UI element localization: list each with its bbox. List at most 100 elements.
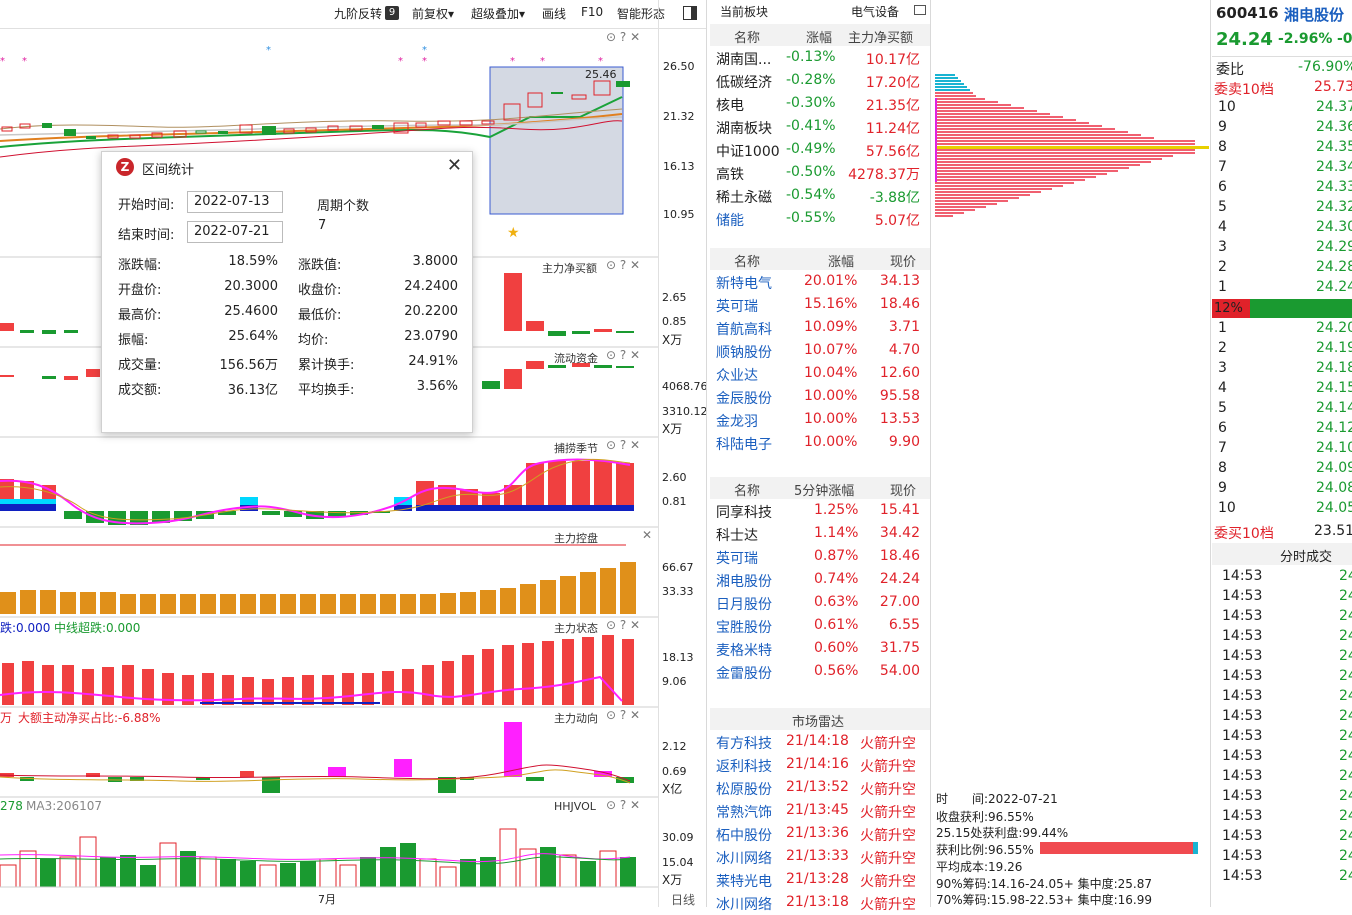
bid-row[interactable]: 8 24.09 — [1212, 459, 1352, 479]
stock-list-row[interactable]: 新特电气 20.01% 34.13 — [710, 271, 930, 294]
volume-bar — [319, 858, 337, 888]
panel-controls[interactable]: ⊙ ? ✕ — [606, 348, 641, 362]
toolbar-fq-dropdown[interactable]: 前复权▾ — [412, 7, 455, 21]
stock-chg-cell: 10.00% — [804, 388, 858, 404]
stock-list-row[interactable]: 金辰股份 10.00% 95.58 — [710, 386, 930, 409]
axis-tick: 9.06 — [662, 675, 687, 688]
bid-row[interactable]: 9 24.08 — [1212, 479, 1352, 499]
ask-row[interactable]: 6 24.33 — [1212, 178, 1352, 198]
sector-row[interactable]: 低碳经济 -0.28% 17.20亿 — [710, 70, 930, 93]
ask-row[interactable]: 5 24.32 — [1212, 198, 1352, 218]
end-time-field[interactable]: 2022-07-21 — [187, 221, 283, 243]
stock-list-row[interactable]: 湘电股份 0.74% 24.24 — [710, 569, 930, 592]
radar-row[interactable]: 柘中股份 21/13:36 火箭升空 — [710, 823, 930, 846]
start-time-field[interactable]: 2022-07-13 — [187, 191, 283, 213]
volume-bar — [79, 836, 97, 888]
toolbar-draw-line[interactable]: 画线 — [542, 7, 567, 21]
bid-row[interactable]: 6 24.12 — [1212, 419, 1352, 439]
toolbar-smart-pattern[interactable]: 智能形态 — [617, 7, 666, 21]
sector-val-cell: 21.35亿 — [865, 98, 920, 114]
radar-row[interactable]: 返利科技 21/14:16 火箭升空 — [710, 754, 930, 777]
stock-list-row[interactable]: 英可瑞 0.87% 18.46 — [710, 546, 930, 569]
stat-value: 20.2200 — [404, 304, 458, 319]
toolbar-nine-reversal[interactable]: 九阶反转 — [334, 7, 383, 21]
sector-row[interactable]: 稀土永磁 -0.54% -3.88亿 — [710, 185, 930, 208]
stock-name-cell: 英可瑞 — [716, 551, 758, 567]
control-bar — [0, 592, 16, 614]
ask-row[interactable]: 1 24.24 — [1212, 278, 1352, 298]
ask-row[interactable]: 3 24.29 — [1212, 238, 1352, 258]
stock-list-row[interactable]: 宝胜股份 0.61% 6.55 — [710, 615, 930, 638]
sector-row[interactable]: 湖南板块 -0.41% 11.24亿 — [710, 116, 930, 139]
stock-chg-cell: 15.16% — [804, 296, 858, 312]
ask-row[interactable]: 7 24.34 — [1212, 158, 1352, 178]
sell10-row: 委卖10档 25.73 — [1214, 79, 1352, 98]
stock-list-row[interactable]: 众业达 10.04% 12.60 — [710, 363, 930, 386]
stock-list-row[interactable]: 首航高科 10.09% 3.71 — [710, 317, 930, 340]
settings-icon[interactable]: ⊙ — [606, 30, 617, 44]
bid-row[interactable]: 1 24.20 — [1212, 319, 1352, 339]
close-icon[interactable]: ✕ — [630, 30, 641, 44]
stock-list-row[interactable]: 科士达 1.14% 34.42 — [710, 523, 930, 546]
ask-row[interactable]: 2 24.28 — [1212, 258, 1352, 278]
vol-legend-1: 278 — [0, 799, 23, 813]
chip-bar — [935, 167, 1129, 169]
ask-row[interactable]: 4 24.30 — [1212, 218, 1352, 238]
stock-list-row[interactable]: 日月股份 0.63% 27.00 — [710, 592, 930, 615]
ask-row[interactable]: 10 24.37 — [1212, 98, 1352, 118]
bid-row[interactable]: 7 24.10 — [1212, 439, 1352, 459]
toolbar-f10[interactable]: F10 — [581, 5, 604, 19]
toolbar-overlay-dropdown[interactable]: 超级叠加▾ — [471, 7, 526, 21]
stock-list-row[interactable]: 科陆电子 10.00% 9.90 — [710, 432, 930, 455]
state-bar — [242, 677, 254, 705]
stock-list-row[interactable]: 顺钠股份 10.07% 4.70 — [710, 340, 930, 363]
state-bar — [562, 639, 574, 705]
buy10-row: 委买10档 23.51 — [1214, 523, 1352, 542]
chip-bar — [935, 155, 1173, 157]
stock-list-row[interactable]: 金龙羽 10.00% 13.53 — [710, 409, 930, 432]
tick-time: 14:53 — [1222, 668, 1263, 684]
state-bar — [302, 675, 314, 705]
ask-row[interactable]: 8 24.35 — [1212, 138, 1352, 158]
stat-value: 18.59% — [228, 254, 278, 269]
radar-row[interactable]: 常熟汽饰 21/13:45 火箭升空 — [710, 800, 930, 823]
layout-toggle-icon[interactable] — [683, 6, 697, 20]
panel-controls[interactable]: ⊙ ? ✕ — [606, 708, 641, 722]
close-icon[interactable]: ✕ — [642, 528, 653, 542]
radar-row[interactable]: 松原股份 21/13:52 火箭升空 — [710, 777, 930, 800]
state-bar — [542, 641, 554, 705]
axis-tick: 2.12 — [662, 740, 687, 753]
radar-row[interactable]: 冰川网络 21/13:18 火箭升空 — [710, 892, 930, 915]
panel-controls[interactable]: ⊙ ? ✕ — [606, 798, 641, 812]
sector-row[interactable]: 高铁 -0.50% 4278.37万 — [710, 162, 930, 185]
stock-list-row[interactable]: 麦格米特 0.60% 31.75 — [710, 638, 930, 661]
sector-row[interactable]: 中证1000 -0.49% 57.56亿 — [710, 139, 930, 162]
stock-list-row[interactable]: 同享科技 1.25% 15.41 — [710, 500, 930, 523]
sector-row[interactable]: 储能 -0.55% 5.07亿 — [710, 208, 930, 231]
bid-row[interactable]: 3 24.18 — [1212, 359, 1352, 379]
radar-row[interactable]: 冰川网络 21/13:33 火箭升空 — [710, 846, 930, 869]
sector-row[interactable]: 核电 -0.30% 21.35亿 — [710, 93, 930, 116]
bid-row[interactable]: 2 24.19 — [1212, 339, 1352, 359]
bid-row[interactable]: 5 24.14 — [1212, 399, 1352, 419]
dialog-close-icon[interactable]: ✕ — [446, 155, 462, 176]
stock-list-row[interactable]: 英可瑞 15.16% 18.46 — [710, 294, 930, 317]
bid-row[interactable]: 4 24.15 — [1212, 379, 1352, 399]
chip-bar — [935, 92, 973, 94]
help-icon[interactable]: ? — [619, 30, 627, 44]
chip-bar — [935, 161, 1151, 163]
panel-controls[interactable]: ⊙ ? ✕ — [606, 438, 641, 452]
panel-controls[interactable]: ⊙ ? ✕ — [606, 618, 641, 632]
panel-controls[interactable]: ⊙ ? ✕ — [606, 258, 641, 272]
chip-bar — [935, 185, 1063, 187]
radar-row[interactable]: 莱特光电 21/13:28 火箭升空 — [710, 869, 930, 892]
stock-list-row[interactable]: 金雷股份 0.56% 54.00 — [710, 661, 930, 684]
stock-name[interactable]: 湘电股份 — [1284, 6, 1345, 24]
radar-row[interactable]: 有方科技 21/14:18 火箭升空 — [710, 731, 930, 754]
ask-row[interactable]: 9 24.36 — [1212, 118, 1352, 138]
window-restore-icon[interactable] — [914, 5, 926, 15]
sector-row[interactable]: 湖南国... -0.13% 10.17亿 — [710, 47, 930, 70]
stock-price-cell: 3.71 — [888, 319, 920, 335]
period-label[interactable]: 日线 — [671, 893, 696, 907]
bid-row[interactable]: 10 24.05 — [1212, 499, 1352, 519]
